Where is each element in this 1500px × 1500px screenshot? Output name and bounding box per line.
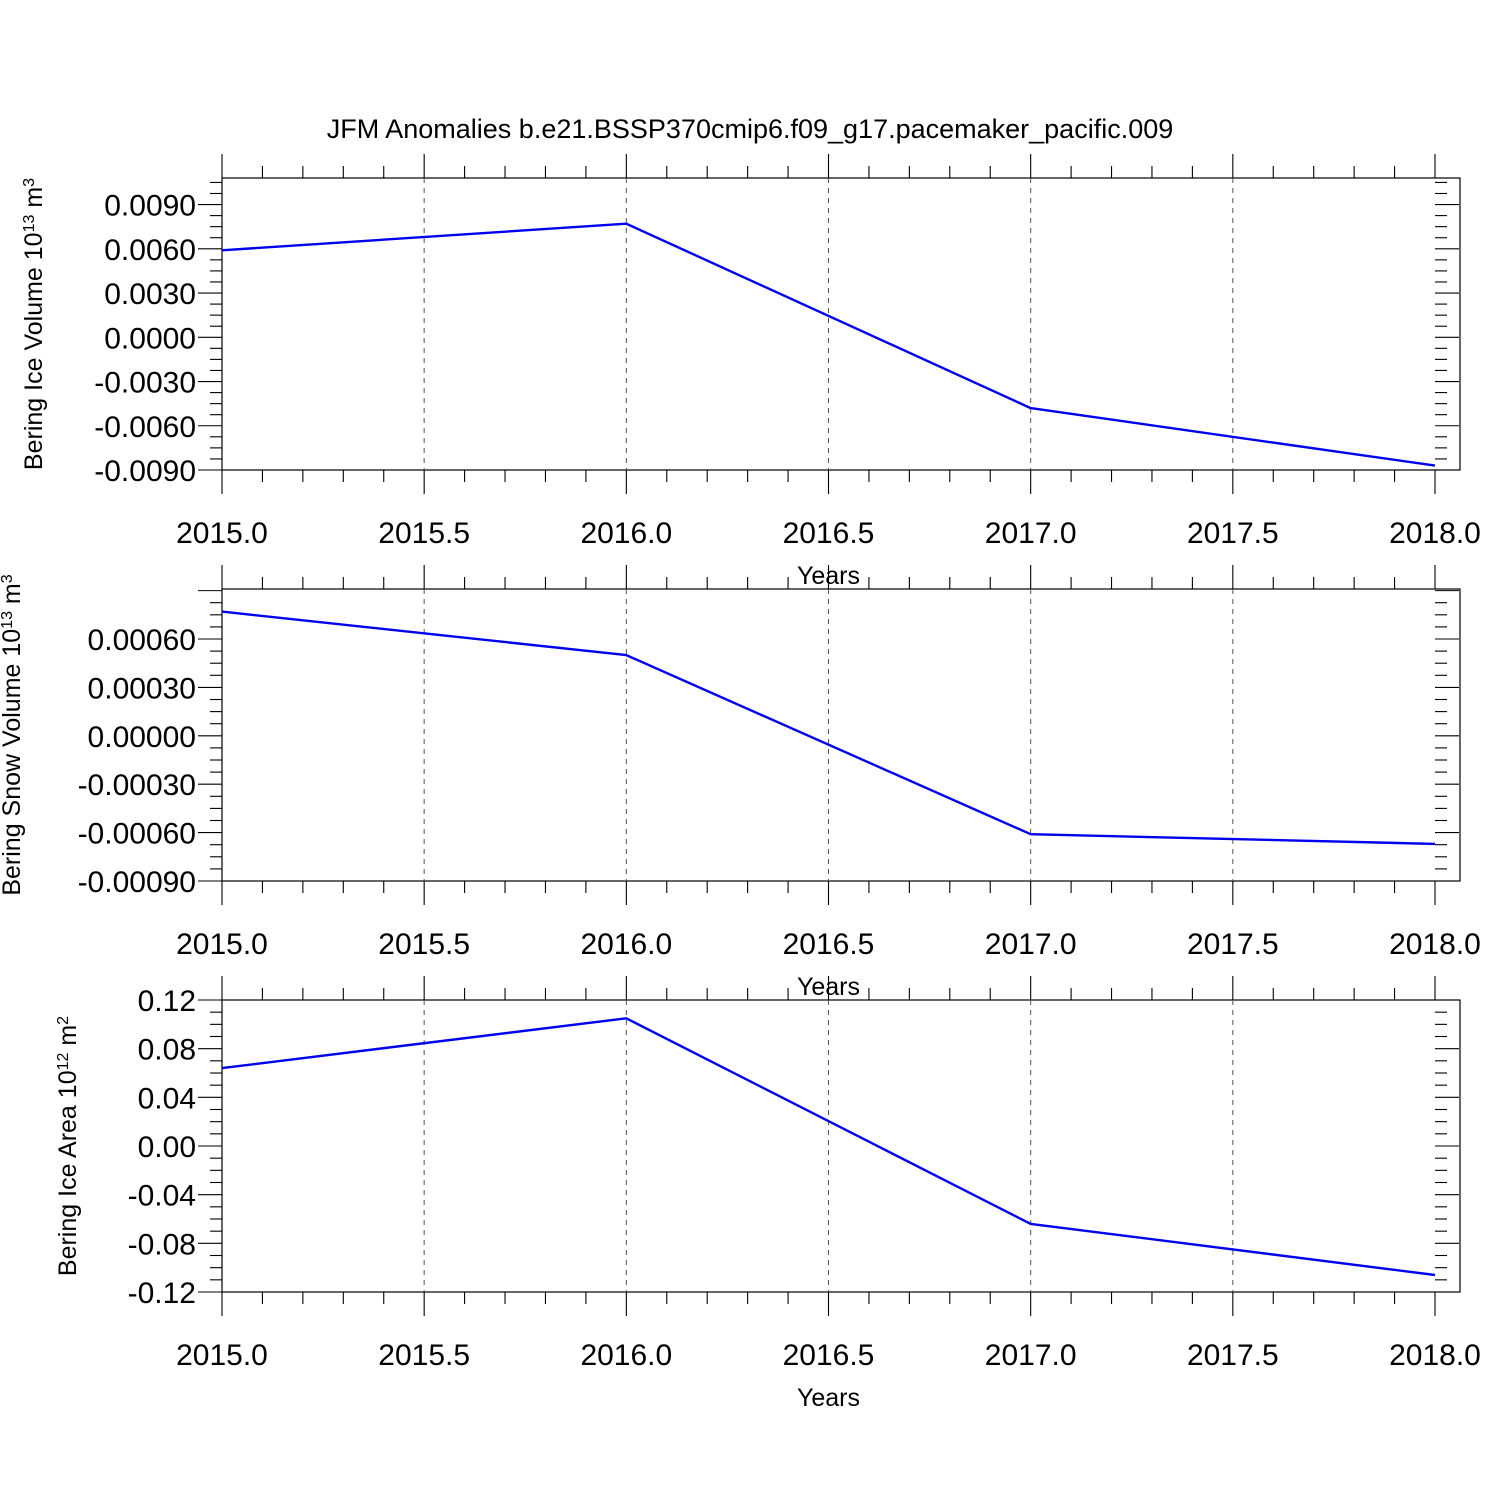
x-tick-label: 2017.5	[1187, 517, 1279, 550]
y-tick-label: 0.08	[138, 1034, 196, 1067]
x-tick-label: 2018.0	[1389, 1339, 1481, 1372]
y-tick-label: -0.00030	[78, 769, 196, 802]
y-axis-title: Bering Ice Volume 1013 m3	[20, 178, 48, 470]
y-axis-title-unit: m	[54, 1025, 82, 1053]
y-tick-label: 0.00	[138, 1131, 196, 1164]
y-tick-label: -0.0060	[94, 411, 196, 444]
y-axis-title-unit-sup: 2	[55, 1016, 72, 1025]
x-tick-label: 2016.0	[580, 517, 672, 550]
x-tick-label: 2015.0	[176, 517, 268, 550]
x-tick-label: 2015.5	[378, 928, 470, 961]
y-tick-label: 0.0000	[104, 322, 196, 355]
x-tick-label: 2015.5	[378, 1339, 470, 1372]
y-axis-title-unit: m	[0, 583, 26, 611]
x-tick-label: 2016.5	[783, 928, 875, 961]
x-tick-label: 2018.0	[1389, 928, 1481, 961]
y-axis-title-sup: 12	[55, 1052, 72, 1070]
x-tick-label: 2016.5	[783, 1339, 875, 1372]
plot-frame	[221, 177, 1461, 471]
y-tick-label: 0.0090	[104, 190, 196, 223]
x-tick-label: 2017.0	[985, 517, 1077, 550]
x-tick-label: 2017.5	[1187, 1339, 1279, 1372]
x-tick-label: 2017.0	[985, 928, 1077, 961]
x-tick-label: 2017.0	[985, 1339, 1077, 1372]
x-tick-label: 2015.5	[378, 517, 470, 550]
y-axis-title: Bering Ice Area 1012 m2	[54, 1016, 82, 1276]
x-tick-label: 2016.0	[580, 1339, 672, 1372]
panel-2: 2015.0 2015.5 2016.0 2016.5 2017.0 2017.5 2018…	[0, 565, 1481, 1001]
x-axis-title: Years	[797, 1384, 860, 1412]
y-tick-label: -0.04	[128, 1180, 196, 1213]
panel-1: 2015.0 2015.5 2016.0 2016.5 2017.0 2017.5 2018…	[20, 154, 1481, 590]
y-axis-title: Bering Snow Volume 1013 m3	[0, 574, 26, 895]
y-axis-title-main: Bering Ice Volume 10	[20, 232, 48, 470]
y-tick-label: 0.00000	[88, 721, 196, 754]
panels: 2015.0 2015.5 2016.0 2016.5 2017.0 2017.5 2018…	[0, 154, 1481, 1412]
y-tick-label: -0.00090	[78, 866, 196, 899]
x-tick-label: 2015.0	[176, 928, 268, 961]
series-line	[221, 1017, 1436, 1277]
x-tick-label: 2016.5	[783, 517, 875, 550]
y-tick-label: -0.12	[128, 1277, 196, 1310]
y-axis-title-unit-sup: 3	[21, 178, 38, 187]
panel-3: 2015.0 2015.5 2016.0 2016.5 2017.0 2017.5 2018…	[54, 976, 1481, 1412]
y-axis-title-sup: 13	[0, 611, 16, 629]
x-tick-label: 2017.5	[1187, 928, 1279, 961]
y-axis-title-main: Bering Ice Area 10	[54, 1070, 82, 1276]
series-line	[221, 610, 1436, 846]
y-axis-title-unit-sup: 3	[0, 574, 16, 583]
y-tick-label: 0.00060	[88, 624, 196, 657]
y-axis-title-main: Bering Snow Volume 10	[0, 629, 26, 896]
series-line	[221, 222, 1436, 467]
x-tick-label: 2016.0	[580, 928, 672, 961]
x-tick-label: 2018.0	[1389, 517, 1481, 550]
y-tick-label: 0.12	[138, 985, 196, 1018]
y-tick-label: -0.0030	[94, 367, 196, 400]
y-tick-label: 0.0030	[104, 278, 196, 311]
y-tick-label: 0.00030	[88, 672, 196, 705]
x-tick-label: 2015.0	[176, 1339, 268, 1372]
plot-frame	[221, 999, 1461, 1293]
y-tick-label: -0.08	[128, 1228, 196, 1261]
y-tick-label: -0.0090	[94, 455, 196, 488]
y-axis-title-unit: m	[20, 187, 48, 215]
y-tick-label: 0.0060	[104, 234, 196, 267]
y-tick-label: 0.04	[138, 1082, 196, 1115]
plot-frame	[221, 588, 1461, 882]
y-axis-title-sup: 13	[21, 215, 38, 233]
y-tick-label: -0.00060	[78, 818, 196, 851]
figure-title: JFM Anomalies b.e21.BSSP370cmip6.f09_g17…	[327, 114, 1174, 144]
